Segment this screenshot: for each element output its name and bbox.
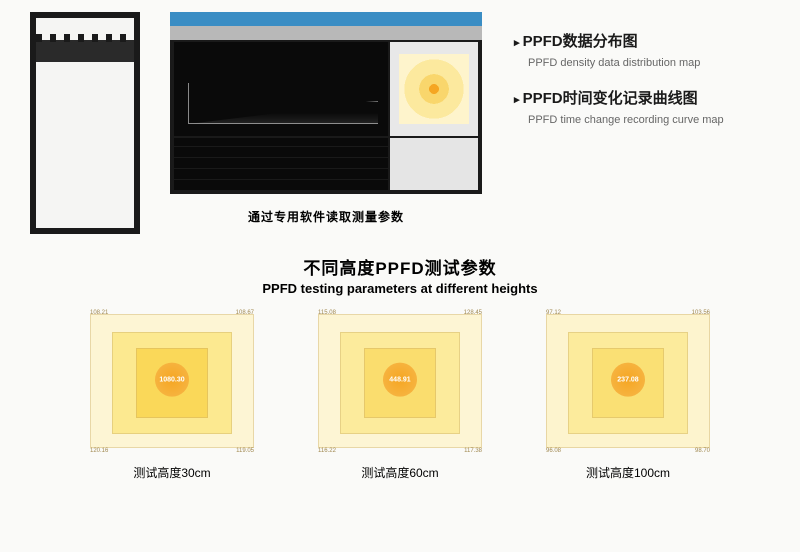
ppfd-heatmap: 1080.30 108.21 108.67 120.16 119.05 bbox=[82, 306, 262, 456]
heatmap-corner-value: 115.08 bbox=[318, 310, 336, 316]
heatmap-corner-value: 96.08 bbox=[546, 448, 561, 454]
mini-heatmap bbox=[390, 42, 478, 136]
heatmap-corner-value: 98.70 bbox=[695, 448, 710, 454]
label-1-title: PPFD数据分布图 bbox=[514, 30, 724, 51]
heatmap-caption: 测试高度100cm bbox=[538, 464, 718, 481]
software-caption: 通过专用软件读取测量参数 bbox=[170, 208, 482, 225]
heatmap-corner-value: 120.16 bbox=[90, 448, 108, 454]
heatmap-corner-value: 97.12 bbox=[546, 310, 561, 316]
heatmap-corner-value: 116.22 bbox=[318, 448, 336, 454]
section-title-cn: 不同高度PPFD测试参数 bbox=[0, 254, 800, 279]
feature-labels: PPFD数据分布图 PPFD density data distribution… bbox=[514, 12, 724, 234]
heatmap-corner-value: 119.05 bbox=[236, 448, 254, 454]
label-2-sub: PPFD time change recording curve map bbox=[528, 114, 724, 126]
heatmap-caption: 测试高度60cm bbox=[310, 464, 490, 481]
heatmap-center-value: 1080.30 bbox=[155, 363, 189, 397]
curve-chart bbox=[174, 42, 388, 136]
software-screenshot bbox=[170, 12, 482, 194]
section-title-en: PPFD testing parameters at different hei… bbox=[0, 281, 800, 296]
data-table bbox=[174, 138, 388, 190]
heatmap-center-value: 448.91 bbox=[383, 363, 417, 397]
heatmap-corner-value: 108.21 bbox=[90, 310, 108, 316]
heatmap-caption: 测试高度30cm bbox=[82, 464, 262, 481]
label-1-sub: PPFD density data distribution map bbox=[528, 57, 724, 69]
heatmap-block-0: 1080.30 108.21 108.67 120.16 119.05 测试高度30cm bbox=[82, 306, 262, 481]
heatmap-center-value: 237.08 bbox=[611, 363, 645, 397]
device-photo bbox=[30, 12, 140, 234]
heatmap-block-1: 448.91 115.08 128.45 116.22 117.38 测试高度60cm bbox=[310, 306, 490, 481]
heatmap-corner-value: 108.67 bbox=[236, 310, 254, 316]
heatmap-block-2: 237.08 97.12 103.56 96.08 98.70 测试高度100cm bbox=[538, 306, 718, 481]
control-panel bbox=[390, 138, 478, 190]
heatmap-corner-value: 117.38 bbox=[464, 448, 482, 454]
heatmap-corner-value: 128.45 bbox=[464, 310, 482, 316]
ppfd-heatmap: 448.91 115.08 128.45 116.22 117.38 bbox=[310, 306, 490, 456]
heatmap-corner-value: 103.56 bbox=[692, 310, 710, 316]
label-2-title: PPFD时间变化记录曲线图 bbox=[514, 87, 724, 108]
ppfd-heatmap: 237.08 97.12 103.56 96.08 98.70 bbox=[538, 306, 718, 456]
